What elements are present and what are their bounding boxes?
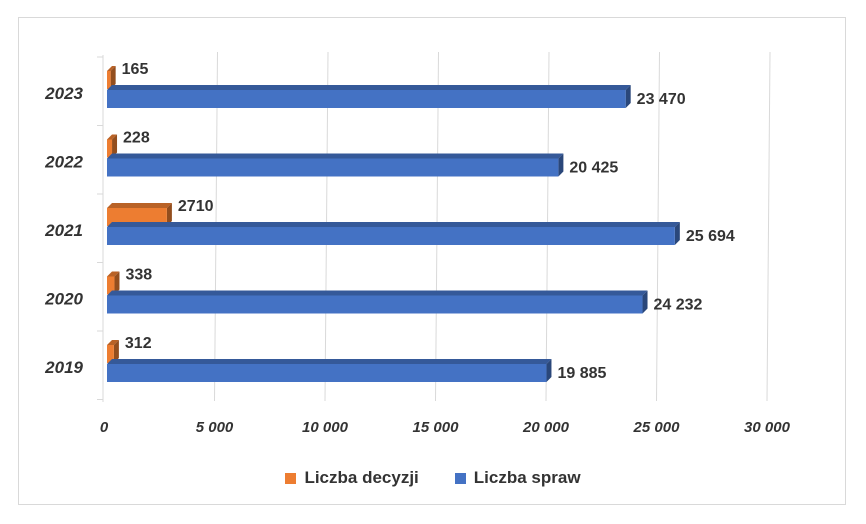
data-label-liczba-spraw: 25 694 xyxy=(686,228,735,245)
data-label-liczba-decyzji: 338 xyxy=(125,267,152,284)
bar-side-liczba-spraw xyxy=(558,153,564,177)
x-tick-label: 5 000 xyxy=(196,419,234,436)
bar-top-liczba-spraw xyxy=(107,222,680,227)
x-tick-label: 0 xyxy=(100,419,109,436)
bar-top-liczba-spraw xyxy=(107,85,631,90)
bar-side-liczba-spraw xyxy=(625,85,631,108)
bar-side-liczba-decyzji xyxy=(112,134,118,158)
category-label: 2022 xyxy=(44,153,83,172)
bar-side-liczba-spraw xyxy=(546,359,552,382)
bar-liczba-spraw xyxy=(107,227,675,245)
x-tick-label: 25 000 xyxy=(633,419,681,436)
bar-top-liczba-spraw xyxy=(107,290,648,296)
data-label-liczba-spraw: 24 232 xyxy=(654,297,703,314)
bar-side-liczba-decyzji xyxy=(113,340,119,363)
bar-side-liczba-spraw xyxy=(674,222,680,245)
x-tick-label: 20 000 xyxy=(522,419,570,436)
x-tick-label: 10 000 xyxy=(302,419,349,436)
bar-liczba-spraw xyxy=(107,158,559,177)
bar-liczba-spraw xyxy=(107,90,626,108)
category-label: 2023 xyxy=(44,84,83,103)
data-label-liczba-spraw: 20 425 xyxy=(569,160,618,177)
legend-swatch-liczba-decyzji xyxy=(285,472,297,484)
bar-top-liczba-spraw xyxy=(107,359,552,364)
data-label-liczba-spraw: 23 470 xyxy=(637,91,686,108)
bar-side-liczba-decyzji xyxy=(166,203,172,226)
bar-side-liczba-spraw xyxy=(642,290,648,314)
bar-side-liczba-decyzji xyxy=(114,271,120,295)
bar-top-liczba-decyzji xyxy=(107,340,119,345)
gridline xyxy=(766,51,771,402)
legend-item-liczba-decyzji: Liczba decyzji xyxy=(285,468,419,488)
category-label: 2019 xyxy=(44,358,83,377)
bar-liczba-decyzji xyxy=(107,276,115,295)
bar-liczba-spraw xyxy=(107,295,643,314)
bar-top-liczba-decyzji xyxy=(107,66,116,71)
bar-liczba-decyzji xyxy=(107,71,111,89)
bar-liczba-decyzji xyxy=(107,208,167,226)
legend-label-liczba-spraw: Liczba spraw xyxy=(473,468,581,487)
bar-top-liczba-decyzji xyxy=(107,271,120,277)
bar-top-liczba-decyzji xyxy=(107,203,172,208)
bar-chart: 0 5 000 10 000 15 000 20 000 25 000 30 000 2019… xyxy=(44,51,791,436)
data-label-liczba-spraw: 19 885 xyxy=(557,365,606,382)
category-label: 2020 xyxy=(44,290,83,309)
legend-label-liczba-decyzji: Liczba decyzji xyxy=(304,468,419,487)
data-label-liczba-decyzji: 165 xyxy=(122,61,149,78)
data-label-liczba-decyzji: 2710 xyxy=(178,198,214,215)
legend: Liczba decyzji Liczba spraw xyxy=(0,466,866,490)
bar-side-liczba-decyzji xyxy=(110,66,116,89)
legend-swatch-liczba-spraw xyxy=(454,472,466,484)
data-label-liczba-decyzji: 312 xyxy=(125,335,152,352)
x-tick-label: 15 000 xyxy=(413,419,460,436)
bar-liczba-spraw xyxy=(107,364,547,382)
data-label-liczba-decyzji: 228 xyxy=(123,130,150,147)
bar-top-liczba-decyzji xyxy=(107,134,118,140)
bar-liczba-decyzji xyxy=(107,345,114,363)
category-label: 2021 xyxy=(44,221,83,240)
bar-top-liczba-spraw xyxy=(107,153,564,159)
bar-liczba-decyzji xyxy=(107,139,113,158)
legend-item-liczba-spraw: Liczba spraw xyxy=(454,468,581,488)
x-tick-label: 30 000 xyxy=(744,419,791,436)
